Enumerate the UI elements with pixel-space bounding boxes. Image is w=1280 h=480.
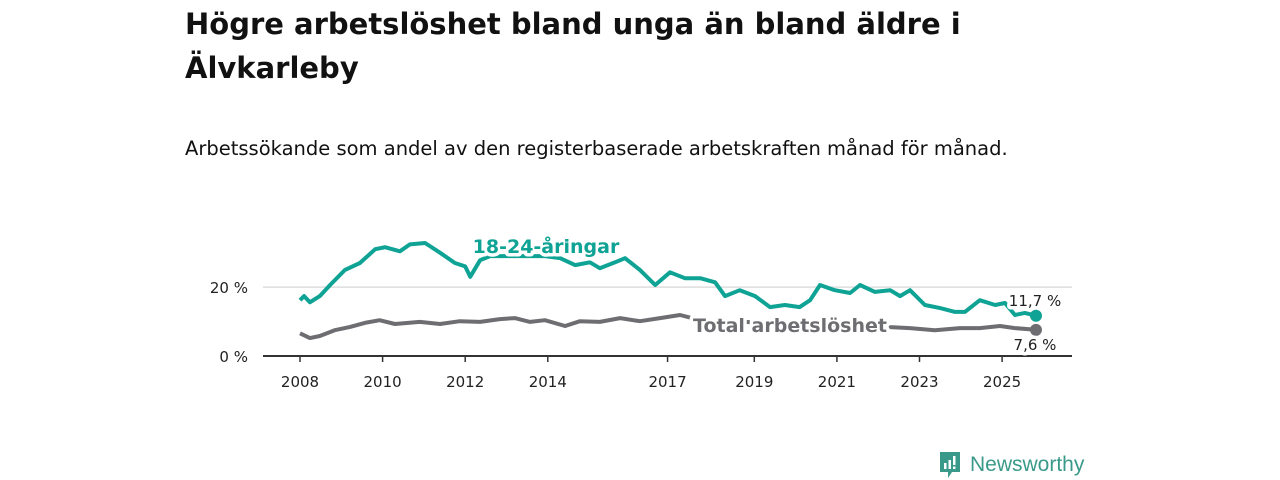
newsworthy-logo[interactable]: Newsworthy	[938, 450, 1084, 480]
series-end-marker	[1029, 309, 1042, 322]
bar-chart-icon	[940, 452, 960, 478]
x-tick-label: 2012	[446, 373, 484, 391]
series-line-youth	[298, 241, 1037, 318]
brand-name: Newsworthy	[970, 453, 1085, 476]
x-tick-label: 2010	[364, 373, 402, 391]
series-line-total	[299, 313, 1037, 341]
y-tick-label: 0 %	[219, 348, 248, 366]
chart-title: Högre arbetslöshet bland unga än bland ä…	[185, 7, 961, 85]
end-value-label: 7,6 %	[1014, 336, 1057, 354]
y-tick-label: 20 %	[210, 279, 248, 297]
series-label: Total arbetslöshet	[693, 315, 887, 337]
series-end-marker	[1029, 323, 1042, 336]
x-tick-label: 2021	[818, 373, 856, 391]
x-tick-label: 2023	[900, 373, 938, 391]
chart-subtitle: Arbetssökande som andel av den registerb…	[185, 137, 1008, 160]
x-tick-label: 2014	[529, 373, 567, 391]
x-tick-label: 2017	[648, 373, 686, 391]
x-tick-label: 2008	[281, 373, 319, 391]
x-tick-label: 2025	[983, 373, 1021, 391]
end-value-label: 11,7 %	[1009, 292, 1061, 310]
x-tick-label: 2019	[735, 373, 773, 391]
series-label: 18-24-åringar	[473, 234, 620, 258]
